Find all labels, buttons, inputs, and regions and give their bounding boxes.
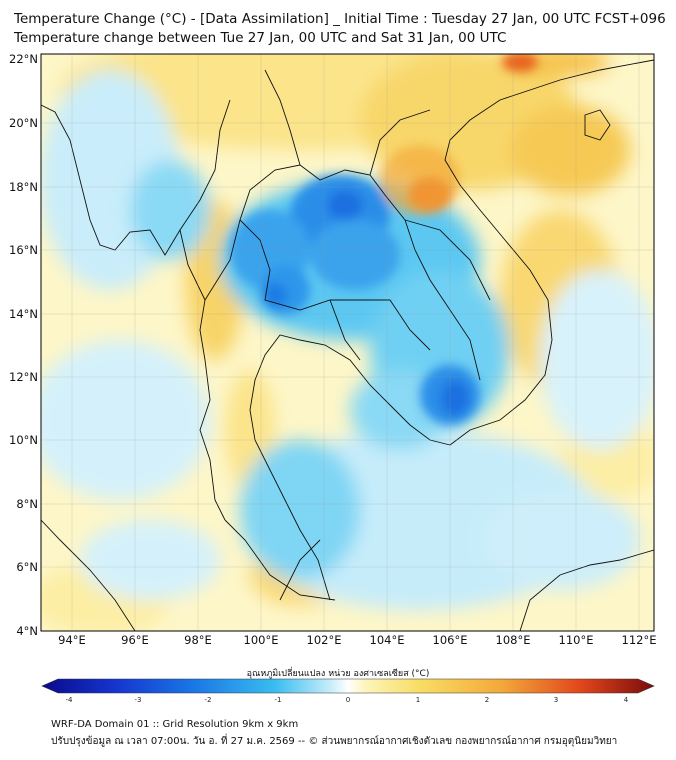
gridlines	[41, 54, 654, 631]
lon-label: 106°E	[433, 633, 468, 647]
title-line-2: Temperature change between Tue 27 Jan, 0…	[14, 30, 507, 46]
lat-label: 8°N	[16, 497, 38, 511]
lat-label: 12°N	[9, 370, 38, 384]
lat-label: 16°N	[9, 243, 38, 257]
colorbar-tick: 3	[554, 696, 558, 704]
colorbar: -4 -3 -2 -1 0 1 2 3 4	[41, 678, 655, 704]
colorbar-tick: -1	[275, 696, 282, 704]
lon-label: 112°E	[622, 633, 657, 647]
lat-label: 20°N	[9, 116, 38, 130]
colorbar-tick: -2	[205, 696, 212, 704]
coastline-borders	[41, 59, 654, 631]
lon-label: 98°E	[184, 633, 212, 647]
lon-label: 102°E	[307, 633, 342, 647]
colorbar-tick: 2	[485, 696, 489, 704]
title-line-1: Temperature Change (°C) - [Data Assimila…	[14, 11, 666, 27]
colorbar-tick: 4	[624, 696, 629, 704]
colorbar-tick: 0	[346, 696, 350, 704]
lat-label: 4°N	[16, 624, 38, 638]
lon-label: 108°E	[496, 633, 531, 647]
lon-label: 96°E	[121, 633, 149, 647]
lat-label: 6°N	[16, 560, 38, 574]
lon-label: 94°E	[58, 633, 86, 647]
footer-line-1: WRF-DA Domain 01 :: Grid Resolution 9km …	[51, 719, 299, 730]
footer-line-2: ปรับปรุงข้อมูล ณ เวลา 07:00น. วัน อ. ที่…	[51, 736, 618, 747]
lat-label: 10°N	[9, 433, 38, 447]
lon-label: 100°E	[244, 633, 279, 647]
colorbar-label: อุณหภูมิเปลี่ยนแปลง หน่วย องศาเซลเซียส (…	[246, 669, 430, 679]
lon-label: 104°E	[370, 633, 405, 647]
lat-label: 18°N	[9, 180, 38, 194]
lat-label: 22°N	[9, 52, 38, 66]
colorbar-tick: 1	[416, 696, 420, 704]
colorbar-tick: -4	[66, 696, 74, 704]
temperature-change-field	[41, 54, 654, 631]
lat-label: 14°N	[9, 307, 38, 321]
colorbar-tick: -3	[135, 696, 142, 704]
lon-label: 110°E	[559, 633, 594, 647]
